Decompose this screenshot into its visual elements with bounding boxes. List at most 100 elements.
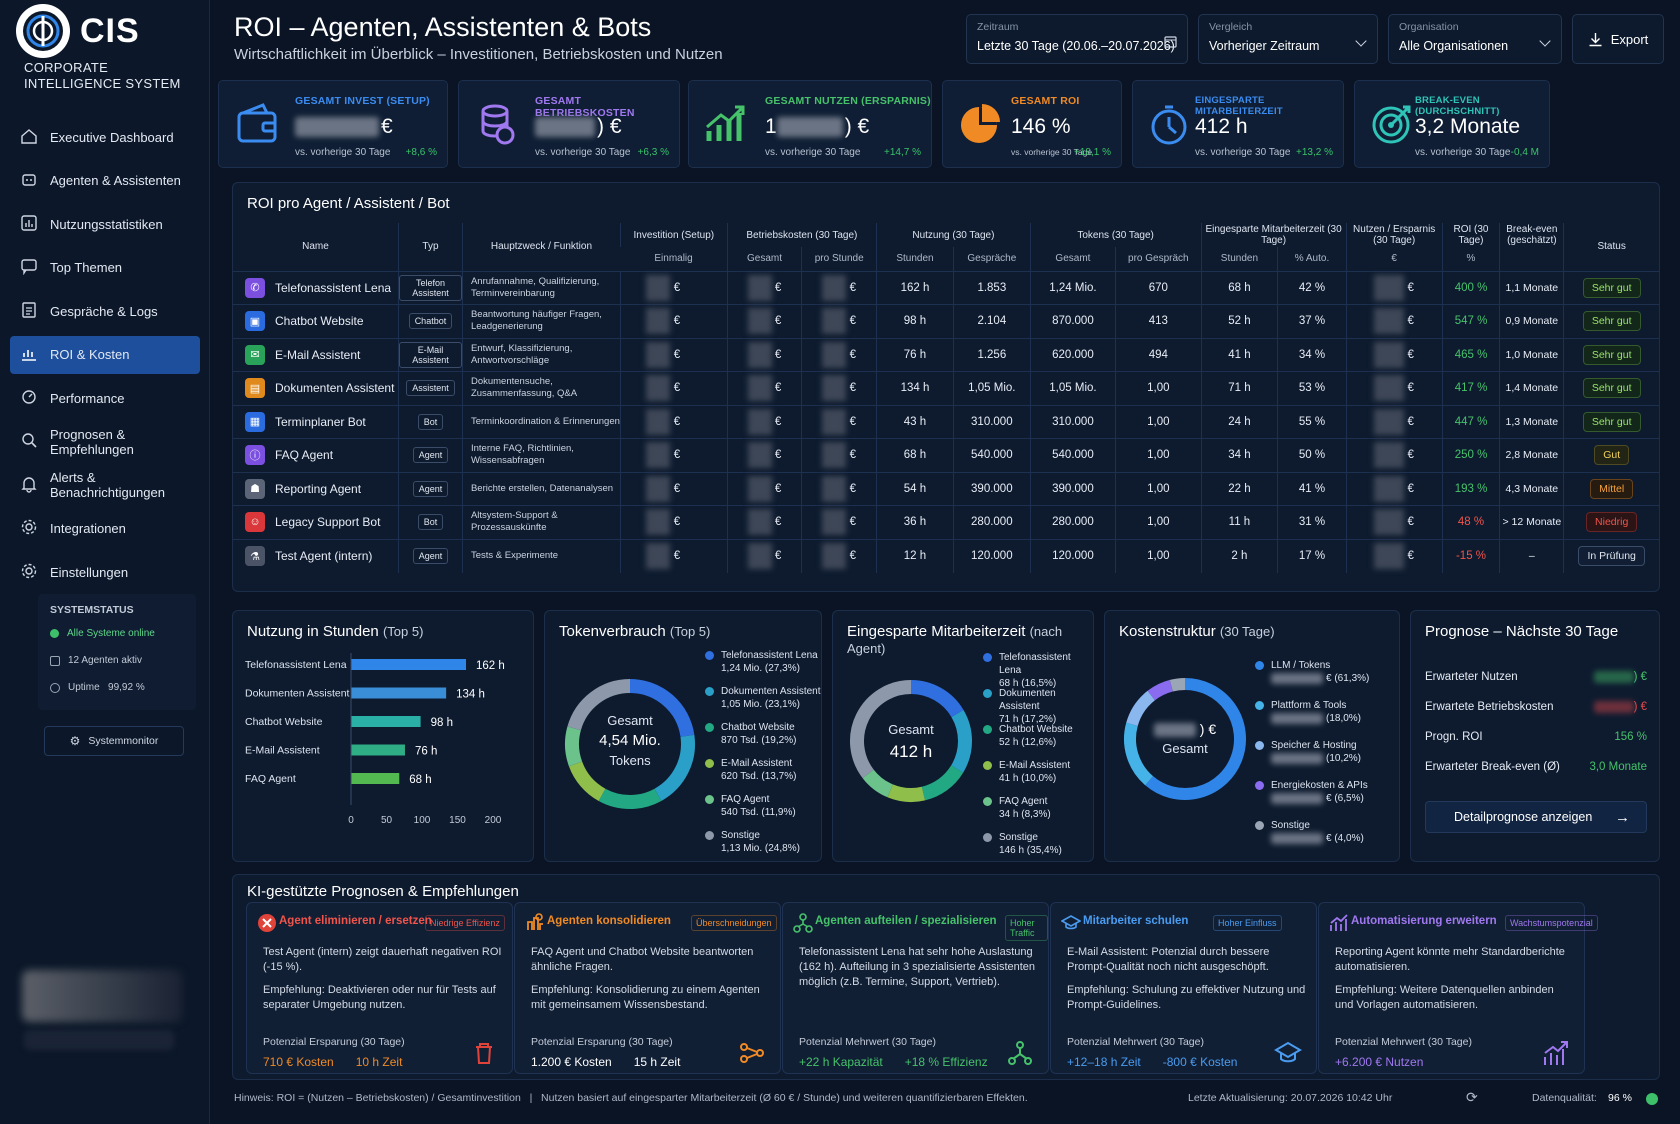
potential-label: Potenzial Ersparung (30 Tage) — [531, 1036, 673, 1048]
roi-cell: 400 % — [1441, 270, 1500, 305]
potential-label: Potenzial Mehrwert (30 Tage) — [799, 1036, 936, 1048]
kpi-card[interactable]: GESAMT INVEST (SETUP) € vs. vorherige 30 T… — [218, 80, 448, 168]
blurred-value — [747, 341, 772, 368]
col-header[interactable]: ROI (30 Tage) — [1441, 223, 1500, 247]
usage-hours-cell: 134 h — [876, 371, 954, 405]
recommendation-action-icon[interactable] — [738, 1039, 766, 1067]
donut-slice[interactable] — [565, 726, 583, 767]
col-header[interactable]: Status — [1563, 223, 1659, 271]
recommendation-advice: Empfehlung: Deaktivieren oder nur für Te… — [263, 984, 496, 1011]
col-header[interactable]: Nutzung (30 Tage) — [876, 223, 1031, 247]
donut-slice[interactable] — [950, 709, 972, 773]
donut-slice[interactable] — [1124, 722, 1154, 786]
sidebar-item[interactable]: Performance — [10, 379, 200, 417]
donut-slice[interactable] — [567, 679, 631, 731]
sidebar-item[interactable]: Agenten & Assistenten — [10, 162, 200, 200]
sidebar-item[interactable]: Alerts & Benachrichtigungen — [10, 466, 200, 504]
blurred-value — [1271, 712, 1323, 724]
sidebar-item[interactable]: Top Themen — [10, 249, 200, 287]
donut-slice[interactable] — [887, 784, 926, 802]
recommendation-action-icon[interactable] — [470, 1039, 498, 1067]
status-cell: Sehr gut — [1563, 404, 1659, 439]
donut-slice[interactable] — [1169, 678, 1186, 692]
kpi-card[interactable]: GESAMT BETRIEBSKOSTEN) € vs. vorherige 30… — [458, 80, 680, 168]
donut-slice[interactable] — [862, 769, 894, 798]
period-filter[interactable]: Zeitraum Letzte 30 Tage (20.06.–20.07.20… — [966, 14, 1188, 64]
sidebar-item[interactable]: Integrationen — [10, 510, 200, 548]
potential-values: +6.200 € Nutzen — [1335, 1055, 1445, 1069]
donut-slice[interactable] — [598, 788, 662, 809]
kpi-card[interactable]: EINGESPARTE MITARBEITERZEIT 412 h vs. vorh… — [1132, 80, 1344, 168]
kpi-card[interactable]: BREAK-EVEN (DURCHSCHNITT) 3,2 Monate vs. v… — [1354, 80, 1550, 168]
refresh-icon[interactable]: ⟳ — [1466, 1089, 1478, 1105]
recommendation-card[interactable]: Mitarbeiter schulen Hoher Einfluss E-Mail … — [1050, 902, 1317, 1074]
usage-bar[interactable] — [351, 716, 421, 727]
donut-slice[interactable] — [850, 680, 912, 779]
donut-slice[interactable] — [1147, 679, 1174, 701]
organization-filter[interactable]: Organisation Alle Organisationen — [1388, 14, 1562, 64]
blurred-value — [747, 308, 772, 335]
recommendation-card[interactable]: Agenten konsolidieren Überschneidungen FAQ… — [514, 902, 781, 1074]
kpi-card[interactable]: GESAMT ROI 146 % vs. vorherige 30 Tage +18,… — [942, 80, 1122, 168]
donut-slice[interactable] — [629, 679, 695, 738]
sidebar-item[interactable]: Executive Dashboard — [10, 118, 200, 156]
table-row[interactable]: ⓘ FAQ Agent Agent Interne FAQ, Richtlinien,… — [233, 438, 1659, 472]
table-row[interactable]: ▦ Terminplaner Bot Bot Terminkoordination &… — [233, 404, 1659, 439]
saved-hours-cell: 22 h — [1200, 471, 1278, 506]
table-row[interactable]: ⚗ Test Agent (intern) Agent Tests & Experim… — [233, 538, 1659, 573]
table-row[interactable]: ▤ Dokumenten Assistent Assistent Dokumenten… — [233, 371, 1659, 405]
token-donut-chart — [565, 679, 695, 809]
col-header[interactable]: Break-even (geschätzt) — [1499, 223, 1564, 247]
sidebar-item[interactable]: Nutzungsstatistiken — [10, 205, 200, 243]
sidebar-item[interactable]: Prognosen & Empfehlungen — [10, 423, 200, 461]
table-row[interactable]: ✆ Telefonassistent Lena Telefon Assistent A… — [233, 270, 1659, 305]
table-row[interactable]: ✉ E-Mail Assistent E-Mail Assistent Entwurf… — [233, 337, 1659, 372]
table-row[interactable]: ▣ Chatbot Website Chatbot Beantwortung häuf… — [233, 304, 1659, 338]
col-header[interactable]: Eingesparte Mitarbeiterzeit (30 Tage) — [1200, 223, 1347, 247]
recommendation-action-icon[interactable] — [1006, 1039, 1034, 1067]
saved-hours-cell: 34 h — [1200, 438, 1278, 472]
col-header[interactable]: Hauptzweck / Funktion — [461, 223, 621, 271]
donut-slice[interactable] — [654, 734, 695, 801]
table-row[interactable]: ☗ Reporting Agent Agent Berichte erstellen,… — [233, 471, 1659, 506]
col-header[interactable]: Betriebskosten (30 Tage) — [726, 223, 877, 247]
kpi-card[interactable]: GESAMT NUTZEN (ERSPARNIS) 1) € vs. vorheri… — [688, 80, 932, 168]
recommendation-action-icon[interactable] — [1274, 1039, 1302, 1067]
legend-value: € (61,3%) — [1326, 673, 1370, 684]
sidebar-item[interactable]: ROI & Kosten — [10, 335, 200, 374]
usage-bar[interactable] — [351, 659, 467, 670]
user-profile-avatar[interactable] — [22, 970, 182, 1022]
kpi-compare: vs. vorherige 30 Tage — [1011, 147, 1093, 157]
donut-slice[interactable] — [910, 680, 964, 718]
recommendation-card[interactable]: Agenten aufteilen / spezialisieren Hoher … — [782, 902, 1049, 1074]
donut-slice[interactable] — [921, 765, 964, 801]
donut-slice[interactable] — [1145, 678, 1246, 800]
table-row[interactable]: ☺ Legacy Support Bot Bot Altsystem-Support … — [233, 505, 1659, 539]
sidebar-item[interactable]: Gespräche & Logs — [10, 292, 200, 330]
donut-slice[interactable] — [1126, 690, 1156, 727]
col-header[interactable]: Name — [302, 241, 329, 253]
recommendation-action-icon[interactable] — [1542, 1039, 1570, 1067]
system-monitor-button[interactable]: ⚙ Systemmonitor — [44, 726, 184, 756]
usage-bar[interactable] — [351, 744, 405, 756]
type-badge: Chatbot — [408, 313, 453, 330]
export-button[interactable]: Export — [1572, 14, 1664, 64]
usage-talks-cell: 310.000 — [952, 404, 1031, 439]
roi-cell: 250 % — [1441, 438, 1500, 472]
agent-name: ☺ Legacy Support Bot — [233, 512, 398, 533]
donut-slice[interactable] — [568, 761, 606, 801]
usage-bar[interactable] — [351, 773, 400, 784]
bar-chart-icon — [20, 214, 38, 235]
recommendation-card[interactable]: Automatisierung erweitern Wachstumspotenz… — [1318, 902, 1598, 1074]
sidebar-item[interactable]: Einstellungen — [10, 553, 200, 591]
recommendation-card[interactable]: Agent eliminieren / ersetzen Niedrige Eff… — [246, 902, 513, 1074]
col-header[interactable]: Tokens (30 Tage) — [1029, 223, 1201, 247]
col-header[interactable]: Typ — [397, 223, 463, 271]
status-badge: Sehr gut — [1582, 411, 1641, 432]
compare-filter[interactable]: Vergleich Vorheriger Zeitraum — [1198, 14, 1378, 64]
usage-bar[interactable] — [351, 687, 447, 699]
col-header[interactable]: Nutzen / Ersparnis (30 Tage) — [1345, 223, 1443, 247]
col-header[interactable]: Investition (Setup) — [619, 223, 728, 247]
detail-forecast-button[interactable]: Detailprognose anzeigen → — [1425, 801, 1647, 833]
logo[interactable]: CIS — [16, 4, 140, 58]
